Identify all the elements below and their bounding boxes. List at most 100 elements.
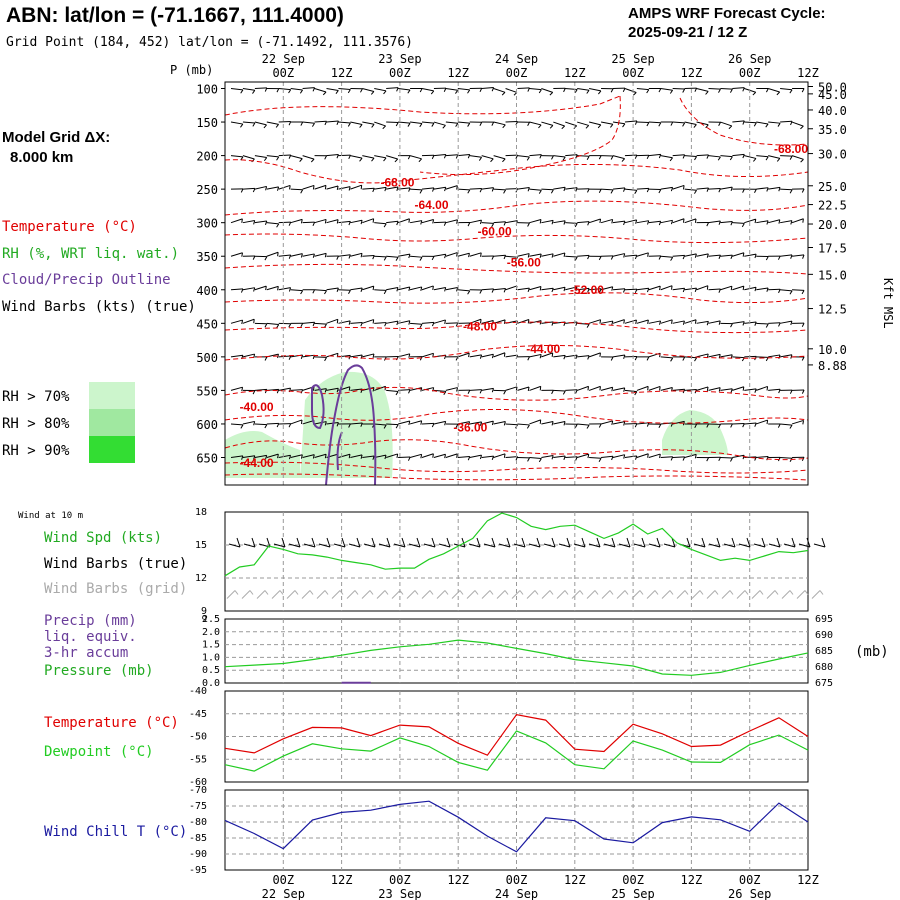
- wind-barb-grid: [376, 590, 386, 599]
- wind-barb: [326, 120, 339, 123]
- wind-barb-flag: [610, 88, 614, 93]
- wind-barb: [266, 251, 279, 257]
- wind-barb: [362, 121, 375, 125]
- wind-barb-grid: [781, 590, 791, 599]
- wind-barb: [529, 457, 542, 460]
- wind-barb-flag: [491, 354, 494, 359]
- wind-barb-flag: [599, 352, 601, 357]
- wind-barb-flag: [240, 123, 244, 128]
- wind-barb-true: [378, 543, 391, 548]
- wind-barb-flag: [372, 255, 375, 260]
- time-hour-label: 12Z: [564, 66, 586, 80]
- wind-barb-flag: [264, 389, 268, 394]
- wind-barb-flag: [587, 288, 590, 293]
- wind-barb: [350, 422, 363, 425]
- wind-barb-flag: [587, 188, 590, 193]
- wind-barb-flag: [502, 158, 506, 163]
- wind-barb-grid: [316, 590, 326, 599]
- wind-barb: [254, 87, 267, 89]
- wind-barb-flag: [527, 253, 530, 258]
- wind-barb-true: [491, 537, 496, 548]
- wind-barb-true: [498, 543, 511, 548]
- time-day-label: 23 Sep: [378, 52, 421, 66]
- wind-barb-flag: [382, 125, 386, 130]
- wind-barb-flag: [551, 155, 554, 160]
- wind-barb-grid: [789, 590, 794, 595]
- wind-barb: [421, 219, 434, 224]
- wind-barb-flag: [408, 286, 411, 291]
- wind-barb-flag: [634, 120, 638, 125]
- wind-barb-grid: [616, 590, 626, 599]
- time-day-label: 24 Sep: [495, 887, 538, 900]
- wind-barb: [505, 88, 518, 93]
- wind-barb-true: [806, 537, 811, 548]
- wind-barb: [242, 187, 255, 190]
- wind-barb-flag: [671, 319, 673, 324]
- temperature-contour: [419, 95, 621, 176]
- wind-barb-flag: [408, 420, 411, 426]
- wind-barb-flag: [800, 125, 804, 130]
- wind-barb-grid: [721, 590, 731, 599]
- time-hour-label: 00Z: [389, 66, 411, 80]
- wind-barb-flag: [742, 120, 745, 125]
- wind-barb-flag: [395, 122, 399, 127]
- wind-barb: [254, 454, 267, 458]
- wind-barb: [696, 285, 709, 291]
- wind-barb-flag: [658, 255, 662, 260]
- temperature-contour: [224, 439, 809, 461]
- wind-barb: [278, 184, 291, 190]
- wind-barb-flag: [551, 421, 554, 426]
- wind-barb-flag: [765, 156, 769, 161]
- wind-barb: [314, 252, 327, 257]
- wind-barb-flag: [586, 324, 590, 328]
- wind-barb: [493, 254, 506, 257]
- wind-barb: [672, 88, 685, 90]
- wind-barb-flag: [682, 320, 685, 325]
- wind-barb: [266, 186, 279, 190]
- wind-barb: [493, 88, 506, 93]
- wind-barb: [326, 387, 339, 391]
- wind-barb-true: [648, 543, 661, 548]
- wind-barb-flag: [538, 124, 542, 129]
- wind-barb-flag: [801, 88, 805, 93]
- dewpoint-label: Dewpoint (°C): [44, 744, 154, 760]
- wind-chill-tick-label: -70: [189, 785, 207, 796]
- wind-barb: [780, 289, 793, 292]
- wind-barb: [445, 154, 458, 157]
- wind-barb: [636, 252, 649, 257]
- wind-barb-flag: [372, 387, 375, 392]
- wind-barb: [290, 454, 303, 458]
- model-grid-label: Model Grid ΔX:: [2, 129, 110, 146]
- wind-barb-grid: [301, 590, 311, 599]
- wind-barb-flag: [491, 187, 495, 192]
- wind-barb: [481, 187, 494, 190]
- wind-barb-flag: [646, 422, 650, 427]
- wind-barb-flag: [443, 221, 447, 226]
- wind-barb-flag: [324, 454, 327, 459]
- wind-barb: [541, 352, 553, 358]
- wind-barb-flag: [468, 421, 471, 426]
- wind-barb-flag: [790, 254, 793, 259]
- wind-barb: [672, 154, 685, 157]
- wind-panel-bottom-tick: 9: [202, 615, 207, 625]
- wind-barb-flag: [467, 89, 471, 94]
- wind-barb-flag: [550, 189, 554, 194]
- wind-barb-flag: [263, 157, 268, 162]
- wind-barb: [541, 287, 554, 291]
- wind-barb-grid: [294, 590, 299, 595]
- wind-barb-true: [401, 537, 406, 548]
- wind-barb-grid: [466, 590, 476, 599]
- wind-barb-flag: [563, 287, 566, 292]
- wind-barb-flag: [527, 222, 530, 227]
- temperature-contour-label: -68.00: [774, 142, 808, 156]
- wind-barb-flag: [264, 323, 268, 328]
- wind-barb-flag: [587, 255, 590, 260]
- wind-barb: [756, 385, 768, 391]
- wind-barb-true: [273, 543, 286, 548]
- wind-barb: [720, 121, 732, 127]
- wind-barb: [374, 121, 386, 127]
- wind-barb-grid: [309, 590, 314, 595]
- wind-barb-true: [701, 537, 706, 548]
- wind-barb-grid: [496, 590, 506, 599]
